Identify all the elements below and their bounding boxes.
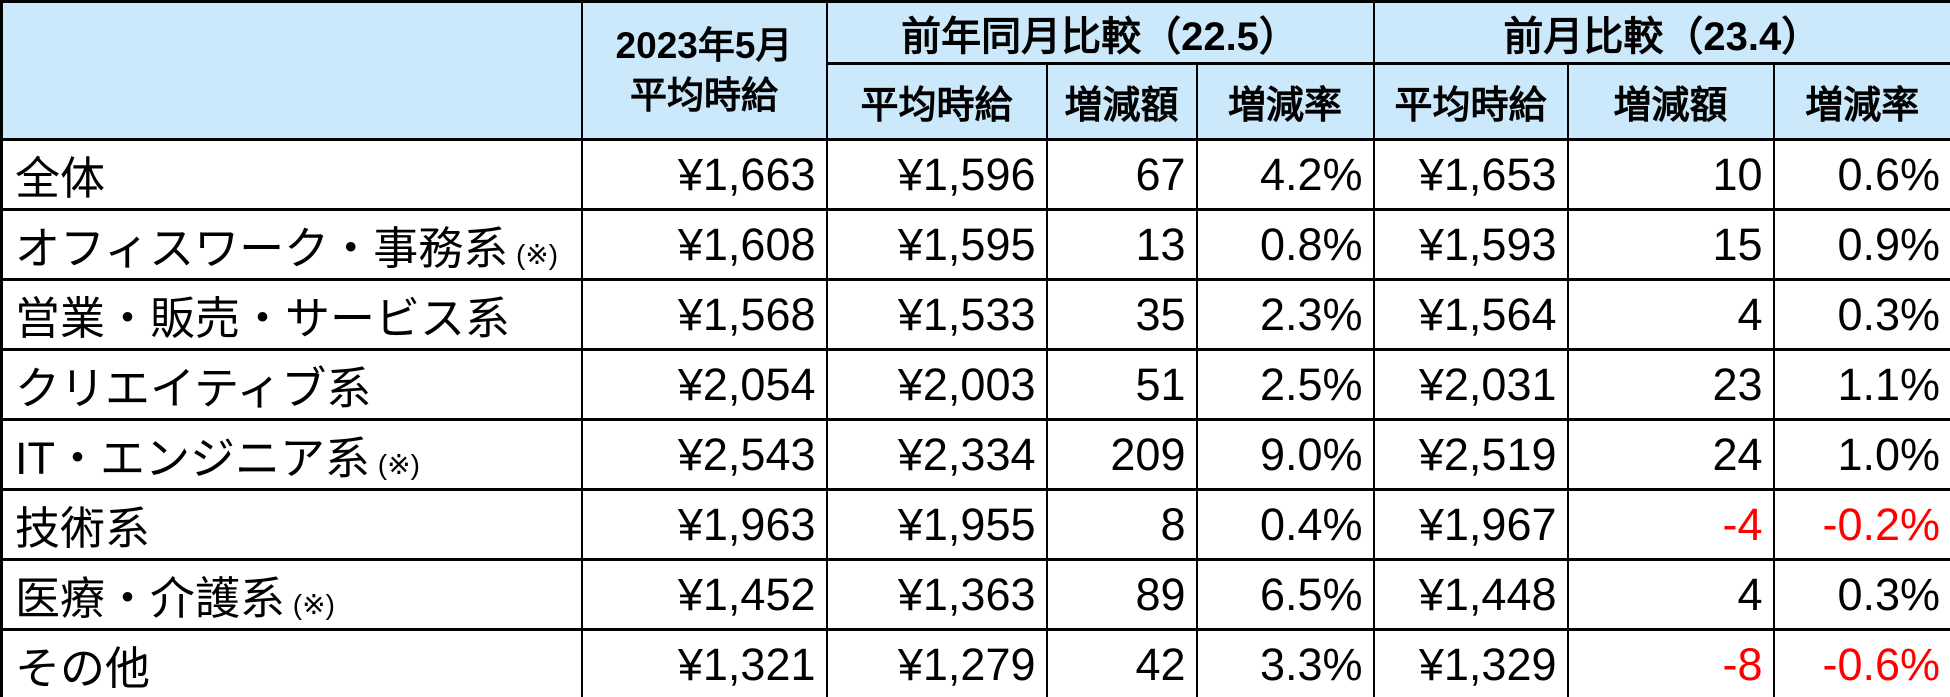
table-row: 医療・介護系 (※) ¥1,452 ¥1,363 89 6.5% ¥1,448 4 0.3% [0,558,1950,631]
cell-mom-wage: ¥1,967 [1372,488,1569,561]
star-note: (※) [285,589,335,620]
row-label: IT・エンジニア系 (※) [0,418,583,491]
row-label: その他 [0,628,583,697]
cell-mom-diff: 23 [1566,348,1775,421]
cell-may-wage: ¥1,608 [580,208,828,281]
cell-yoy-rate: 6.5% [1195,558,1375,631]
cell-yoy-rate: 3.3% [1195,628,1375,697]
cell-mom-diff: 4 [1566,558,1775,631]
subheader-yoy-rate: 増減率 [1195,62,1375,141]
cell-yoy-diff: 209 [1045,418,1198,491]
cell-mom-wage: ¥2,519 [1372,418,1569,491]
cell-yoy-diff: 35 [1045,278,1198,351]
cell-mom-rate: 0.3% [1772,278,1950,351]
header-month-line1: 2023年5月 [615,24,793,66]
cell-may-wage: ¥1,963 [580,488,828,561]
cell-mom-rate: 0.3% [1772,558,1950,631]
cell-yoy-rate: 4.2% [1195,138,1375,211]
header-sub-row: 平均時給 増減額 増減率 平均時給 増減額 増減率 [2,62,1950,141]
cell-yoy-diff: 42 [1045,628,1198,697]
row-label: 全体 [0,138,583,211]
cell-yoy-rate: 2.3% [1195,278,1375,351]
subheader-mom-diff: 増減額 [1566,62,1775,141]
cell-may-wage: ¥1,321 [580,628,828,697]
table-row: 営業・販売・サービス系 ¥1,568 ¥1,533 35 2.3% ¥1,564 4 0.3% [0,278,1950,351]
cell-yoy-wage: ¥1,595 [825,208,1048,281]
table-row: 技術系 ¥1,963 ¥1,955 8 0.4% ¥1,967 -4 -0.2% [0,488,1950,561]
cell-mom-diff: 24 [1566,418,1775,491]
cell-yoy-rate: 0.4% [1195,488,1375,561]
cell-yoy-diff: 89 [1045,558,1198,631]
cell-yoy-diff: 8 [1045,488,1198,561]
cell-may-wage: ¥1,568 [580,278,828,351]
cell-mom-rate: 1.1% [1772,348,1950,421]
cell-mom-diff: 15 [1566,208,1775,281]
table-body: 全体 ¥1,663 ¥1,596 67 4.2% ¥1,653 10 0.6% オフィスワーク・… [0,138,1950,697]
corner-cell [0,0,583,141]
cell-mom-diff: 10 [1566,138,1775,211]
header-group-yoy: 前年同月比較（22.5） [825,0,1375,65]
cell-yoy-rate: 9.0% [1195,418,1375,491]
cell-mom-wage: ¥1,593 [1372,208,1569,281]
cell-mom-diff: -4 [1566,488,1775,561]
star-note: (※) [370,449,420,480]
subheader-mom-wage: 平均時給 [1372,62,1569,141]
cell-yoy-diff: 13 [1045,208,1198,281]
cell-may-wage: ¥1,452 [580,558,828,631]
subheader-yoy-diff: 増減額 [1045,62,1198,141]
cell-mom-rate: 0.9% [1772,208,1950,281]
table-row: クリエイティブ系 ¥2,054 ¥2,003 51 2.5% ¥2,031 23 1.1% [0,348,1950,421]
cell-mom-wage: ¥1,653 [1372,138,1569,211]
header-group-row: 2023年5月 平均時給 前年同月比較（22.5） 前月比較（23.4） [0,0,1950,141]
cell-mom-rate: -0.6% [1772,628,1950,697]
header-month-cell: 2023年5月 平均時給 [580,0,828,141]
cell-mom-diff: -8 [1566,628,1775,697]
row-label: クリエイティブ系 [0,348,583,421]
cell-yoy-rate: 2.5% [1195,348,1375,421]
table-row: オフィスワーク・事務系 (※) ¥1,608 ¥1,595 13 0.8% ¥1,593 1… [0,208,1950,281]
cell-may-wage: ¥1,663 [580,138,828,211]
header-group-mom: 前月比較（23.4） [1372,0,1950,65]
header-month-line2: 平均時給 [630,74,778,116]
cell-yoy-diff: 67 [1045,138,1198,211]
subheader-yoy-wage: 平均時給 [825,62,1048,141]
cell-mom-rate: -0.2% [1772,488,1950,561]
cell-may-wage: ¥2,054 [580,348,828,421]
table-row: 全体 ¥1,663 ¥1,596 67 4.2% ¥1,653 10 0.6% [0,138,1950,211]
table-row: その他 ¥1,321 ¥1,279 42 3.3% ¥1,329 -8 -0.6% [0,628,1950,697]
row-label: オフィスワーク・事務系 (※) [0,208,583,281]
subheader-mom-rate: 増減率 [1772,62,1950,141]
cell-yoy-wage: ¥1,279 [825,628,1048,697]
cell-yoy-diff: 51 [1045,348,1198,421]
table-header: 2023年5月 平均時給 前年同月比較（22.5） 前月比較（23.4） 平均時… [0,0,1950,141]
cell-mom-rate: 1.0% [1772,418,1950,491]
cell-yoy-wage: ¥1,955 [825,488,1048,561]
star-note: (※) [508,239,559,270]
cell-mom-wage: ¥1,329 [1372,628,1569,697]
cell-mom-wage: ¥1,564 [1372,278,1569,351]
cell-may-wage: ¥2,543 [580,418,828,491]
row-label: 営業・販売・サービス系 [0,278,583,351]
cell-yoy-wage: ¥1,363 [825,558,1048,631]
cell-yoy-rate: 0.8% [1195,208,1375,281]
cell-yoy-wage: ¥2,334 [825,418,1048,491]
row-label: 医療・介護系 (※) [0,558,583,631]
table-row: IT・エンジニア系 (※) ¥2,543 ¥2,334 209 9.0% ¥2,519 24… [0,418,1950,491]
cell-mom-diff: 4 [1566,278,1775,351]
cell-mom-wage: ¥2,031 [1372,348,1569,421]
cell-yoy-wage: ¥2,003 [825,348,1048,421]
cell-mom-rate: 0.6% [1772,138,1950,211]
cell-yoy-wage: ¥1,533 [825,278,1048,351]
cell-yoy-wage: ¥1,596 [825,138,1048,211]
cell-mom-wage: ¥1,448 [1372,558,1569,631]
row-label: 技術系 [0,488,583,561]
